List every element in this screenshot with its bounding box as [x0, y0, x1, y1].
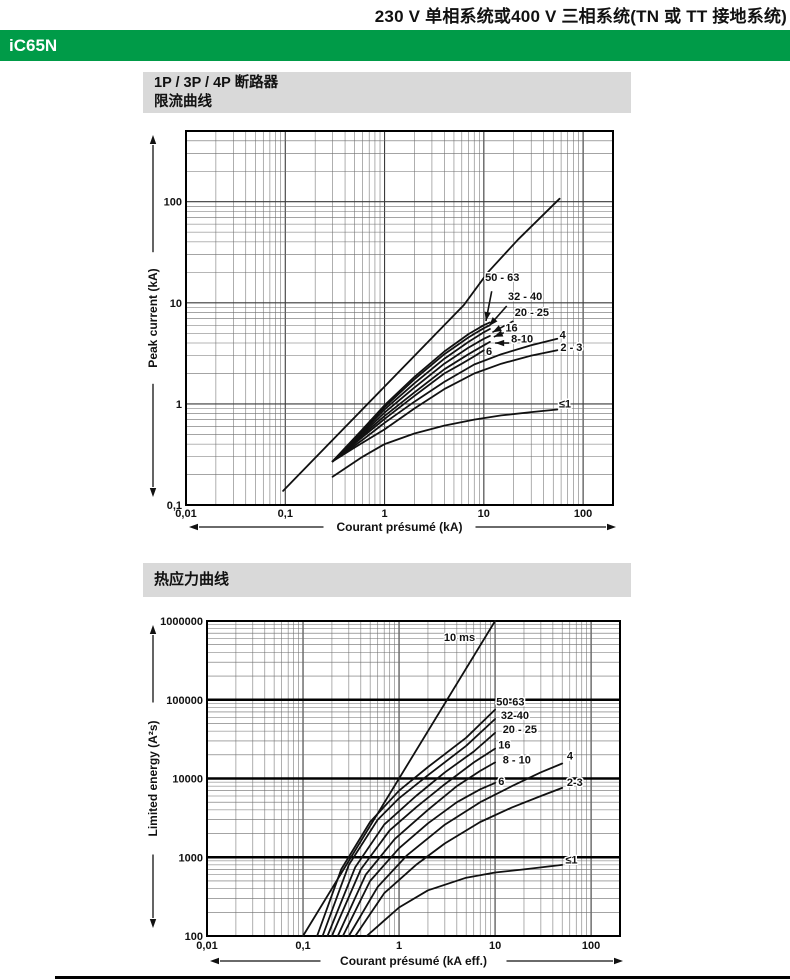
svg-text:Courant présumé (kA): Courant présumé (kA) [336, 520, 462, 534]
svg-text:10000: 10000 [172, 774, 203, 786]
section-header-thermal-stress: 热应力曲线 [143, 563, 631, 597]
svg-text:16: 16 [505, 323, 517, 335]
product-name: iC65N [9, 36, 58, 55]
svg-text:32-40: 32-40 [501, 710, 529, 722]
svg-text:6: 6 [486, 346, 492, 358]
svg-text:10: 10 [478, 508, 490, 520]
section-header-current-limiting: 1P / 3P / 4P 断路器 限流曲线 [143, 72, 631, 113]
svg-text:1: 1 [396, 940, 402, 952]
svg-text:32 - 40: 32 - 40 [508, 291, 542, 303]
svg-text:1000: 1000 [179, 852, 203, 864]
svg-text:Limited energy (A²s): Limited energy (A²s) [146, 720, 160, 836]
thermal-stress-chart: 10 ms 50-63 32-40 20 - 25 16 8 - 10 6 4 2-3 ≤1 0,0… [146, 616, 623, 968]
svg-text:20 - 25: 20 - 25 [503, 724, 537, 736]
svg-text:1: 1 [382, 508, 388, 520]
svg-text:0,1: 0,1 [167, 500, 182, 512]
svg-text:2-3: 2-3 [567, 777, 583, 789]
svg-text:8-10: 8-10 [511, 334, 533, 346]
svg-text:8 - 10: 8 - 10 [503, 755, 531, 767]
svg-text:4: 4 [560, 329, 567, 341]
svg-text:4: 4 [567, 750, 574, 762]
svg-text:10: 10 [170, 298, 182, 310]
svg-text:100: 100 [185, 931, 203, 943]
section1-title-line2: 限流曲线 [154, 94, 212, 110]
page-title: 230 V 单相系统或400 V 三相系统(TN 或 TT 接地系统) [374, 7, 787, 26]
svg-text:50 - 63: 50 - 63 [485, 272, 519, 284]
svg-text:100: 100 [164, 197, 182, 209]
svg-text:100000: 100000 [166, 695, 203, 707]
svg-text:1: 1 [176, 399, 182, 411]
svg-text:0,01: 0,01 [196, 940, 217, 952]
svg-text:10: 10 [489, 940, 501, 952]
footer-rule [55, 976, 790, 979]
svg-text:6: 6 [498, 776, 504, 788]
svg-text:1000000: 1000000 [160, 616, 203, 628]
svg-text:Courant présumé (kA eff.): Courant présumé (kA eff.) [340, 954, 487, 968]
svg-text:50-63: 50-63 [496, 696, 524, 708]
svg-text:100: 100 [582, 940, 600, 952]
svg-text:≤1: ≤1 [559, 399, 571, 411]
svg-text:≤1: ≤1 [565, 855, 577, 867]
current-limiting-chart: 50 - 63 32 - 40 20 - 25 168-10 6 42 - 3 ≤1 0,01… [146, 130, 616, 534]
svg-text:Peak current (kA): Peak current (kA) [146, 268, 160, 367]
section2-title: 热应力曲线 [154, 571, 230, 588]
svg-text:2 - 3: 2 - 3 [560, 342, 582, 354]
svg-text:0,01: 0,01 [175, 508, 196, 520]
svg-text:0,1: 0,1 [295, 940, 310, 952]
svg-text:100: 100 [574, 508, 592, 520]
svg-text:0,1: 0,1 [278, 508, 293, 520]
svg-text:10 ms: 10 ms [444, 632, 475, 644]
product-banner: iC65N [0, 30, 790, 61]
section1-title-line1: 1P / 3P / 4P 断路器 [154, 75, 279, 91]
svg-text:20 - 25: 20 - 25 [515, 307, 549, 319]
svg-text:16: 16 [498, 740, 510, 752]
